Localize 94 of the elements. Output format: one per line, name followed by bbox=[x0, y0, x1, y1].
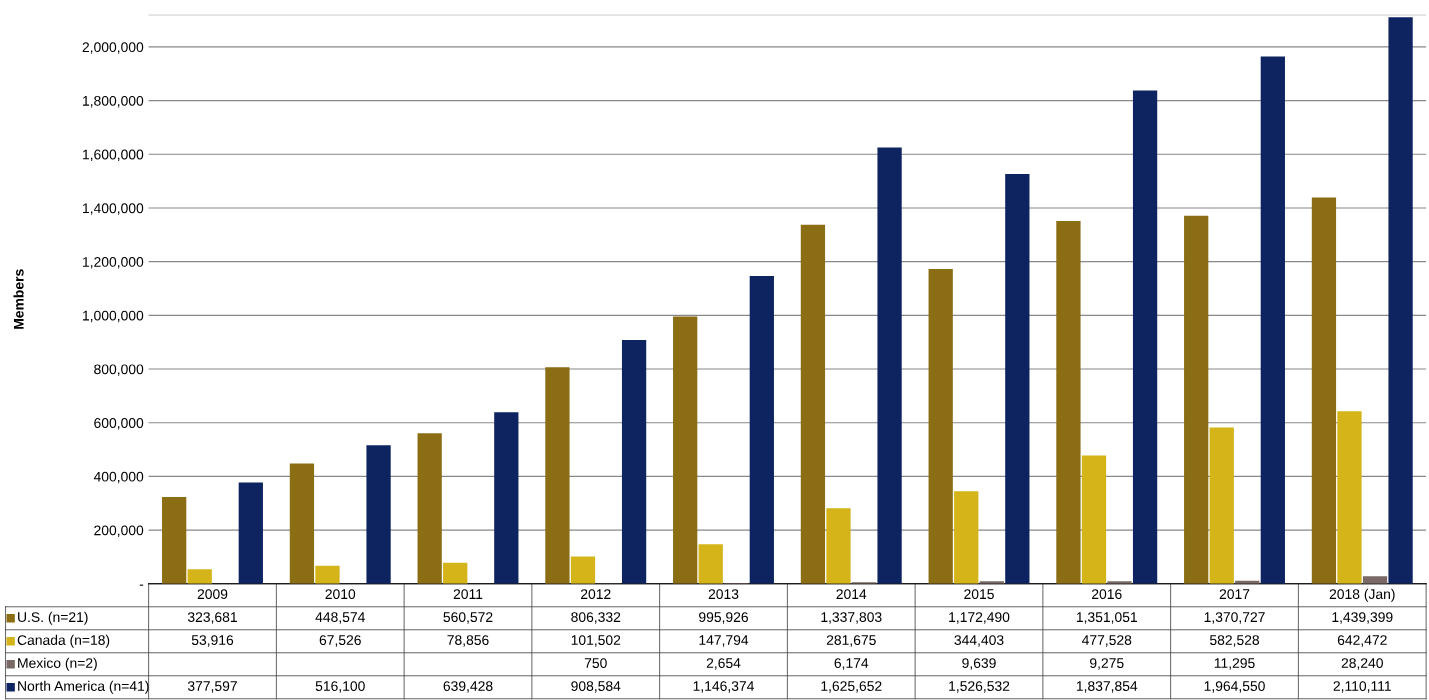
y-tick-label: 600,000 bbox=[94, 418, 144, 430]
bar bbox=[315, 565, 340, 584]
data-label: 639,428 bbox=[443, 681, 493, 693]
data-label: 1,964,550 bbox=[1204, 681, 1265, 693]
data-label: 53,916 bbox=[191, 635, 234, 647]
bar bbox=[749, 276, 774, 584]
data-label: 147,794 bbox=[699, 635, 749, 647]
bar bbox=[800, 224, 826, 584]
bar bbox=[1209, 427, 1234, 584]
data-label: 582,528 bbox=[1209, 635, 1260, 647]
bar bbox=[162, 496, 187, 584]
x-tick-label: 2017 bbox=[1219, 589, 1250, 600]
y-tick-label: 1,400,000 bbox=[83, 203, 144, 215]
legend-label: Mexico (n=2) bbox=[18, 657, 97, 671]
bar bbox=[1337, 411, 1362, 584]
data-label: 1,625,652 bbox=[821, 681, 882, 693]
bar bbox=[1132, 90, 1158, 584]
data-label: 78,856 bbox=[447, 635, 489, 647]
bar bbox=[417, 433, 442, 584]
data-label: 9,275 bbox=[1090, 658, 1124, 670]
x-tick-label: 2011 bbox=[453, 589, 483, 600]
bar bbox=[1056, 221, 1081, 584]
data-label: 2,110,111 bbox=[1333, 681, 1391, 693]
bar bbox=[698, 544, 723, 584]
data-label: 1,351,051 bbox=[1076, 612, 1137, 624]
data-label: 477,528 bbox=[1081, 635, 1132, 647]
x-tick-label: 2015 bbox=[964, 589, 994, 600]
x-tick-label: 2009 bbox=[197, 589, 228, 600]
bar bbox=[826, 508, 851, 584]
x-tick-label: 2014 bbox=[836, 589, 867, 600]
legend-label: U.S. (n=21) bbox=[18, 611, 88, 625]
data-label: 1,439,399 bbox=[1332, 612, 1393, 624]
bar bbox=[570, 556, 596, 584]
data-label: 448,574 bbox=[315, 612, 365, 624]
data-label: 323,681 bbox=[187, 612, 237, 624]
y-tick-label: 1,200,000 bbox=[83, 257, 144, 269]
y-tick-label: 800,000 bbox=[94, 364, 144, 376]
y-tick-label: 400,000 bbox=[93, 471, 144, 484]
bar bbox=[928, 269, 953, 584]
bar bbox=[621, 339, 647, 584]
data-label: 1,337,803 bbox=[821, 612, 882, 624]
bar bbox=[494, 412, 519, 584]
bar bbox=[1388, 17, 1413, 584]
bar bbox=[1362, 576, 1388, 584]
data-label: 9,639 bbox=[962, 658, 996, 670]
data-label: 806,332 bbox=[571, 612, 621, 624]
bar bbox=[1184, 215, 1209, 584]
data-label: 11,295 bbox=[1214, 658, 1255, 670]
bar bbox=[289, 463, 315, 584]
data-label: 1,370,727 bbox=[1204, 612, 1265, 624]
data-label: 6,174 bbox=[834, 658, 869, 670]
data-label: 995,926 bbox=[699, 612, 748, 624]
bar bbox=[673, 316, 698, 584]
bar bbox=[443, 562, 468, 584]
legend-label: North America (n=41) bbox=[18, 680, 149, 694]
data-label: 67,526 bbox=[319, 635, 361, 647]
data-label: 1,526,532 bbox=[949, 681, 1010, 693]
bar bbox=[1005, 174, 1030, 584]
bar bbox=[1260, 56, 1285, 584]
bar bbox=[1311, 197, 1337, 584]
bar bbox=[366, 445, 391, 584]
y-tick-label: 1,800,000 bbox=[83, 95, 144, 108]
data-label: 642,472 bbox=[1337, 635, 1387, 647]
data-label: 1,172,490 bbox=[949, 612, 1010, 624]
y-axis-title: Members bbox=[13, 269, 24, 329]
data-label: 101,502 bbox=[571, 635, 621, 647]
data-label: 281,675 bbox=[826, 635, 876, 647]
x-tick-label: 2010 bbox=[325, 589, 356, 600]
y-tick-label: 2,000,000 bbox=[82, 42, 144, 54]
data-label: 1,837,854 bbox=[1076, 681, 1138, 693]
bar bbox=[545, 367, 570, 584]
bar bbox=[187, 569, 212, 584]
legend-label: Canada (n=18) bbox=[17, 634, 110, 648]
data-label: 2,654 bbox=[706, 658, 741, 670]
data-label: 344,403 bbox=[954, 635, 1004, 647]
y-tick-label: 1,600,000 bbox=[83, 149, 144, 162]
x-tick-label: 2013 bbox=[708, 589, 739, 600]
data-label: 377,597 bbox=[187, 681, 237, 693]
x-tick-label: 2016 bbox=[1092, 589, 1122, 600]
x-tick-label: 2018 (Jan) bbox=[1329, 588, 1395, 602]
data-label: 908,584 bbox=[571, 681, 621, 693]
data-label: 516,100 bbox=[315, 681, 365, 693]
y-tick-label: - bbox=[139, 584, 144, 586]
x-tick-label: 2012 bbox=[581, 589, 611, 600]
data-label: 750 bbox=[584, 658, 607, 668]
bar bbox=[954, 491, 979, 584]
data-label: 1,146,374 bbox=[693, 681, 754, 693]
bar bbox=[238, 482, 263, 584]
y-tick-label: 1,000,000 bbox=[83, 310, 144, 323]
data-label: 560,572 bbox=[443, 612, 493, 624]
y-tick-label: 200,000 bbox=[94, 525, 144, 537]
bar bbox=[1081, 455, 1107, 584]
data-label: 28,240 bbox=[1341, 658, 1383, 670]
bar bbox=[877, 147, 902, 584]
